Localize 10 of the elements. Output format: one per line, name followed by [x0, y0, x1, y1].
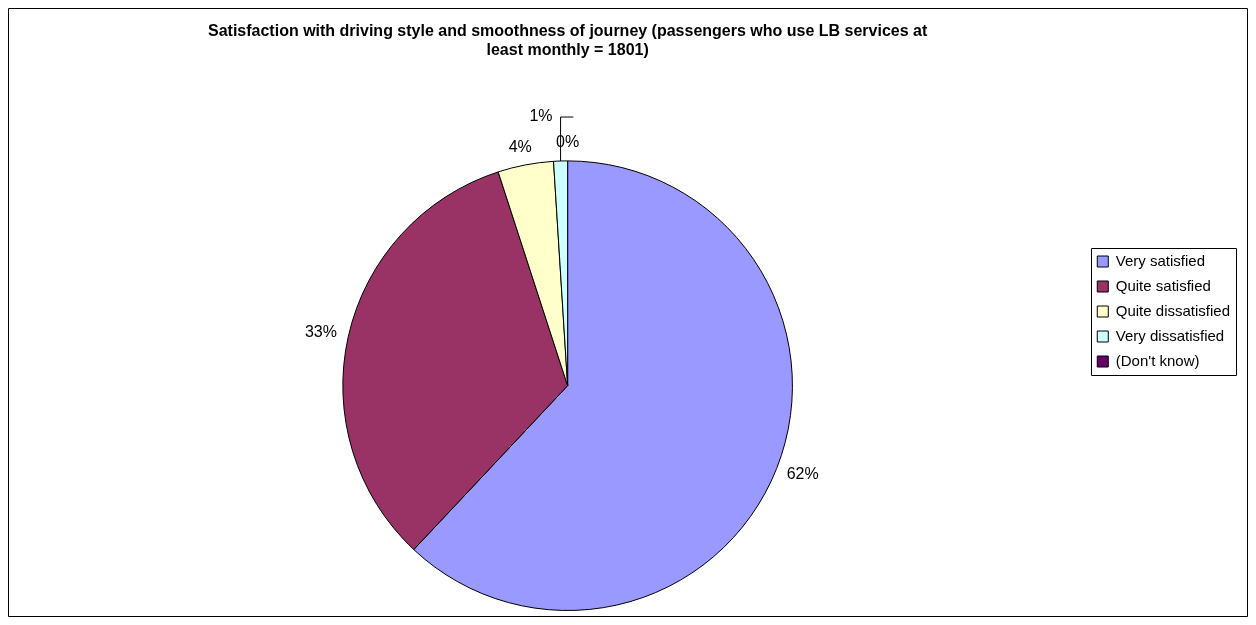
legend-label: Very satisfied — [1115, 251, 1205, 269]
legend-label: Very dissatisfied — [1115, 326, 1225, 344]
legend-label: Quite dissatisfied — [1115, 301, 1231, 319]
data-label: 4% — [508, 137, 532, 155]
data-label: 62% — [786, 465, 819, 483]
legend-label: (Don't know) — [1115, 351, 1200, 369]
data-label: 33% — [304, 323, 337, 341]
legend-label: Quite satisfied — [1115, 276, 1211, 294]
data-label: 1% — [529, 107, 553, 125]
chart-title: Satisfaction with driving style and smoothness of journey (passengers who use LB services at least monthly = 1801) — [207, 22, 928, 59]
